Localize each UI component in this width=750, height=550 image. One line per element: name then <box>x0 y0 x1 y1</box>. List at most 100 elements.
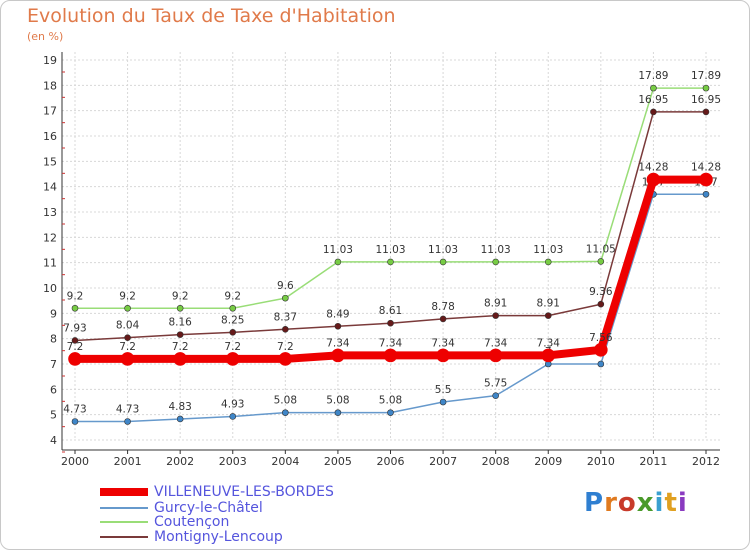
logo-letter: x <box>636 488 655 518</box>
y-tick-label: 7 <box>50 358 57 371</box>
data-point <box>544 312 552 319</box>
y-tick-label: 13 <box>43 206 57 219</box>
data-point <box>176 415 184 423</box>
data-label: 7.2 <box>224 341 241 353</box>
data-point <box>544 258 552 266</box>
y-tick-label: 10 <box>43 282 57 295</box>
data-point <box>282 294 289 302</box>
data-point <box>173 352 187 366</box>
logo-letter: t <box>664 488 678 518</box>
y-tick-label: 6 <box>50 383 57 396</box>
y-tick-label: 15 <box>43 155 57 168</box>
data-point <box>278 352 293 366</box>
y-tick-label: 9 <box>50 307 57 320</box>
legend-label-montigny: Montigny-Lencoup <box>154 529 283 545</box>
logo-letter: i <box>677 488 688 518</box>
unit-label: (en %) <box>27 30 64 43</box>
data-point <box>334 258 342 266</box>
data-label: 9.6 <box>277 280 294 292</box>
data-point <box>71 337 79 344</box>
data-label: 4.83 <box>168 401 191 413</box>
y-tick-label: 8 <box>50 333 57 346</box>
data-point <box>120 352 135 366</box>
data-point <box>436 348 450 363</box>
data-label: 11.03 <box>428 244 458 256</box>
y-tick-label: 11 <box>43 257 57 270</box>
data-point <box>124 418 131 425</box>
data-label: 11.05 <box>586 243 616 255</box>
data-point <box>229 329 237 336</box>
data-point <box>699 172 713 187</box>
y-tick-label: 14 <box>43 181 57 194</box>
data-label: 7.2 <box>119 341 136 353</box>
data-point <box>439 398 447 406</box>
data-label: 16.95 <box>691 94 721 106</box>
data-label: 8.25 <box>221 314 244 326</box>
logo-letter: o <box>617 488 637 518</box>
x-tick-label: 2009 <box>534 455 562 468</box>
data-label: 14.28 <box>691 162 721 174</box>
x-tick-label: 2000 <box>61 455 89 468</box>
data-label: 8.78 <box>431 301 454 313</box>
logo-letter: P <box>584 488 605 518</box>
data-label: 5.08 <box>326 395 349 407</box>
data-point <box>334 322 342 330</box>
x-tick-label: 2002 <box>166 455 194 468</box>
data-point <box>124 304 131 312</box>
x-tick-label: 2011 <box>639 455 667 468</box>
data-point <box>176 304 184 312</box>
data-label: 7.34 <box>379 337 403 349</box>
data-point <box>176 331 184 338</box>
data-label: 8.49 <box>326 308 349 320</box>
data-label: 9.2 <box>67 290 84 302</box>
data-label: 11.03 <box>375 244 405 256</box>
legend-label-villeneuve: VILLENEUVE-LES-BORDES <box>154 484 334 500</box>
data-label: 8.61 <box>379 305 402 317</box>
x-tick-label: 2004 <box>271 455 299 468</box>
data-point <box>387 409 394 416</box>
data-point <box>71 304 79 312</box>
data-label: 5.75 <box>484 378 507 390</box>
data-point <box>492 312 499 319</box>
y-tick-label: 17 <box>43 105 57 118</box>
data-point <box>597 258 605 265</box>
x-tick-label: 2003 <box>219 455 247 468</box>
legend-label-coutencon: Coutençon <box>154 514 230 530</box>
data-label: 5.08 <box>274 395 297 407</box>
x-tick-label: 2005 <box>324 455 352 468</box>
data-label: 5.5 <box>435 384 452 396</box>
data-point <box>597 300 605 308</box>
chart-title: Evolution du Taux de Taxe d'Habitation <box>27 5 396 27</box>
x-tick-label: 2008 <box>482 455 510 468</box>
y-tick-label: 18 <box>43 79 57 92</box>
data-point <box>229 304 237 312</box>
data-label: 7.34 <box>326 337 350 349</box>
y-tick-label: 16 <box>43 130 57 143</box>
data-point <box>650 84 657 92</box>
data-label: 11.03 <box>323 244 353 256</box>
data-label: 17.89 <box>638 70 668 82</box>
y-tick-label: 5 <box>50 409 57 422</box>
data-label: 9.2 <box>119 290 136 302</box>
legend-swatch-montigny <box>100 536 148 538</box>
data-point <box>282 325 289 333</box>
data-label: 7.34 <box>537 337 561 349</box>
data-point <box>282 409 289 416</box>
data-point <box>492 258 499 266</box>
data-label: 9.2 <box>224 290 241 302</box>
data-label: 7.56 <box>589 332 613 344</box>
data-label: 7.34 <box>431 337 455 349</box>
legend-label-gurcy: Gurcy-le-Châtel <box>154 500 263 516</box>
data-label: 9.2 <box>172 290 189 302</box>
data-point <box>439 315 447 323</box>
legend-swatch-gurcy <box>100 507 148 509</box>
y-tick-label: 19 <box>43 54 57 67</box>
data-label: 11.03 <box>533 244 563 256</box>
x-tick-label: 2012 <box>692 455 720 468</box>
data-label: 8.37 <box>274 311 297 323</box>
data-point <box>541 348 556 363</box>
data-point <box>383 348 398 363</box>
data-label: 16.95 <box>638 94 668 106</box>
data-label: 8.04 <box>116 320 140 332</box>
